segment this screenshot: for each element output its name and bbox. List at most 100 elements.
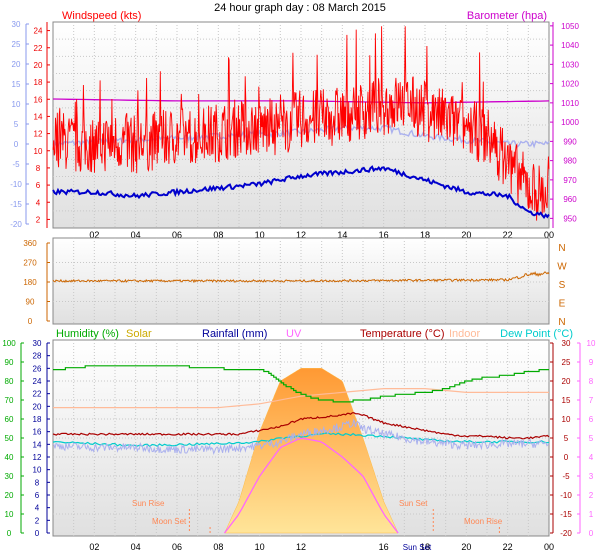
- x-tick-label: 06: [172, 230, 182, 240]
- event-label: Sun Rise: [132, 499, 165, 508]
- barometer-label: Barometer (hpa): [467, 10, 547, 22]
- x-tick-label: 04: [131, 230, 141, 240]
- rain-axis-label: 16: [33, 428, 42, 437]
- wind-inner-axis-label: 20: [34, 61, 43, 70]
- rain-axis-label: 0: [35, 529, 40, 538]
- wind-inner-axis-label: 16: [34, 95, 43, 104]
- uv-axis-label: 10: [587, 339, 596, 348]
- uv-axis-label: 3: [589, 472, 594, 481]
- wind-outer-axis-label: -15: [10, 200, 22, 209]
- panel-multi-series: Sun Rise Moon Set Sun Set Moon Rise: [52, 365, 550, 534]
- wind-outer-axis-label: 20: [12, 60, 21, 69]
- temp-axis-label: 5: [564, 434, 569, 443]
- rain-axis-label: 10: [33, 466, 42, 475]
- event-label: Moon Set: [152, 517, 187, 526]
- x-tick-label: 06: [172, 542, 182, 552]
- humidity-axis-label: 0: [7, 529, 12, 538]
- wind-outer-axis-label: -20: [10, 220, 22, 229]
- humidity-line: [53, 365, 549, 403]
- humidity-axis-label: 100: [2, 339, 16, 348]
- wind-outer-axis-label: 25: [12, 40, 21, 49]
- x-tick-label: 22: [503, 230, 513, 240]
- temp-axis-label: -20: [560, 529, 572, 538]
- dewpoint-label: Dew Point (°C): [500, 328, 573, 340]
- x-tick-label: 22: [503, 542, 513, 552]
- temp-axis-label: 10: [562, 415, 571, 424]
- indoor-line: [53, 388, 549, 409]
- rain-axis-label: 20: [33, 402, 42, 411]
- x-tick-label: 02: [89, 230, 99, 240]
- wind-outer-axis-label: 15: [12, 80, 21, 89]
- x-tick-label: 08: [213, 230, 223, 240]
- x-tick-label: 18: [420, 542, 430, 552]
- rain-axis-label: 30: [33, 339, 42, 348]
- direction-axis-label: 360: [23, 239, 37, 248]
- x-tick-label: 12: [296, 230, 306, 240]
- wind-inner-axis-label: 14: [34, 112, 43, 121]
- uv-axis-label: 9: [589, 358, 594, 367]
- temperature-label: Temperature (°C): [360, 328, 444, 340]
- wind-inner-axis-label: 18: [34, 78, 43, 87]
- baro-axis-label: 1000: [561, 118, 579, 127]
- humidity-axis-label: 30: [5, 472, 14, 481]
- x-tick-label: 14: [337, 230, 347, 240]
- temp-axis-label: 20: [562, 377, 571, 386]
- baro-axis-label: 990: [563, 137, 577, 146]
- rain-axis-label: 2: [35, 516, 40, 525]
- compass-label: N: [558, 243, 565, 254]
- direction-axis-label: 270: [23, 259, 37, 268]
- panel-multi-axes: 1009080706050403020100302826242220181614…: [2, 339, 596, 552]
- x-tick-label: 18: [420, 230, 430, 240]
- baro-axis-label: 960: [563, 195, 577, 204]
- uv-axis-label: 6: [589, 415, 594, 424]
- x-tick-label: 12: [296, 542, 306, 552]
- panel-direction-series: [52, 271, 550, 284]
- baro-axis-label: 1040: [561, 41, 579, 50]
- baro-axis-label: 1030: [561, 60, 579, 69]
- rain-axis-label: 28: [33, 352, 42, 361]
- wind-outer-axis-label: -10: [10, 180, 22, 189]
- wind-inner-axis-label: 4: [36, 198, 41, 207]
- x-tick-label: 20: [461, 230, 471, 240]
- wind-inner-axis-label: 22: [34, 44, 43, 53]
- temperature-line: [52, 412, 550, 440]
- humidity-axis-label: 90: [5, 358, 14, 367]
- wind-inner-axis-label: 24: [34, 27, 43, 36]
- wind-outer-axis-label: -5: [12, 160, 20, 169]
- baro-axis-label: 1020: [561, 80, 579, 89]
- rain-axis-label: 26: [33, 364, 42, 373]
- wind-inner-axis-label: 2: [36, 215, 41, 224]
- wind-outer-axis-label: 30: [12, 20, 21, 29]
- rain-axis-label: 14: [33, 440, 42, 449]
- x-tick-label: 02: [89, 542, 99, 552]
- uv-axis-label: 4: [589, 453, 594, 462]
- event-label: Sun Set: [399, 499, 428, 508]
- solar-label: Solar: [126, 328, 152, 340]
- x-tick-label: 10: [255, 542, 265, 552]
- rain-axis-label: 24: [33, 377, 42, 386]
- uv-label: UV: [286, 328, 302, 340]
- humidity-axis-label: 20: [5, 491, 14, 500]
- wind-low-line: [52, 165, 550, 219]
- uv-axis-label: 2: [589, 491, 594, 500]
- uv-line: [223, 437, 399, 534]
- uv-axis-label: 7: [589, 396, 594, 405]
- temp-axis-label: -5: [562, 472, 570, 481]
- dewpoint-line: [52, 432, 550, 448]
- compass-label: S: [559, 280, 566, 291]
- uv-axis-label: 8: [589, 377, 594, 386]
- uv-axis-label: 1: [589, 510, 594, 519]
- humidity-axis-label: 80: [5, 377, 14, 386]
- sunset-bottom-label: Sun Set: [403, 543, 432, 552]
- wind-inner-axis-label: 8: [36, 164, 41, 173]
- wind-outer-axis-label: 10: [12, 100, 21, 109]
- rain-axis-label: 18: [33, 415, 42, 424]
- compass-label: E: [559, 299, 566, 310]
- baro-axis-label: 980: [563, 157, 577, 166]
- direction-axis-label: 0: [28, 317, 33, 326]
- rainfall-rate-line: [52, 418, 550, 455]
- event-label: Moon Rise: [464, 517, 503, 526]
- x-tick-label: 04: [131, 542, 141, 552]
